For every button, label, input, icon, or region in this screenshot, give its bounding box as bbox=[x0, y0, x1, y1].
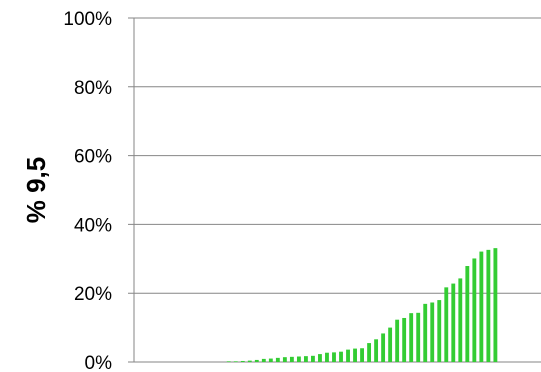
bar bbox=[353, 348, 357, 362]
y-axis-title: % 9,5 bbox=[21, 157, 51, 224]
bar bbox=[325, 352, 329, 362]
y-tick-label: 100% bbox=[63, 9, 112, 30]
bar bbox=[311, 355, 315, 362]
bar bbox=[458, 278, 463, 362]
bar bbox=[409, 313, 414, 362]
bar bbox=[296, 356, 301, 362]
bar bbox=[465, 266, 470, 362]
axes bbox=[128, 18, 541, 363]
bar bbox=[282, 357, 287, 362]
bar bbox=[261, 358, 266, 362]
bar bbox=[240, 360, 245, 362]
bar bbox=[437, 300, 442, 362]
y-tick-label: 0% bbox=[85, 353, 113, 372]
bar bbox=[493, 248, 498, 362]
bar bbox=[360, 348, 364, 362]
bar bbox=[381, 333, 386, 362]
bar bbox=[388, 327, 393, 362]
bar bbox=[346, 349, 350, 362]
bar bbox=[268, 358, 273, 362]
bar bbox=[275, 357, 280, 362]
y-tick-label: 40% bbox=[74, 215, 112, 236]
bars bbox=[226, 248, 498, 362]
bar bbox=[289, 356, 294, 362]
y-tick-labels: 0% 20% 40% 60% 80% 100% bbox=[63, 9, 112, 372]
bar bbox=[233, 361, 238, 362]
bar bbox=[395, 319, 400, 362]
bar bbox=[247, 360, 252, 362]
bar bbox=[486, 249, 491, 362]
bar bbox=[226, 361, 231, 362]
y-tick-label: 80% bbox=[74, 78, 112, 99]
bar bbox=[444, 287, 449, 362]
gridlines bbox=[128, 17, 541, 294]
y-tick-label: 20% bbox=[74, 284, 112, 305]
bar bbox=[367, 343, 372, 362]
bar bbox=[318, 354, 322, 362]
bar bbox=[472, 258, 477, 362]
bar bbox=[254, 359, 259, 362]
y-tick-label: 60% bbox=[74, 147, 112, 168]
bar bbox=[479, 251, 484, 362]
bar bbox=[374, 339, 379, 362]
bar bbox=[451, 283, 456, 362]
bar bbox=[339, 351, 343, 362]
bar bbox=[430, 302, 435, 362]
bar bbox=[416, 312, 421, 362]
bar bbox=[402, 317, 407, 362]
bar bbox=[303, 356, 308, 362]
bar bbox=[332, 352, 336, 362]
bar bbox=[423, 303, 428, 362]
